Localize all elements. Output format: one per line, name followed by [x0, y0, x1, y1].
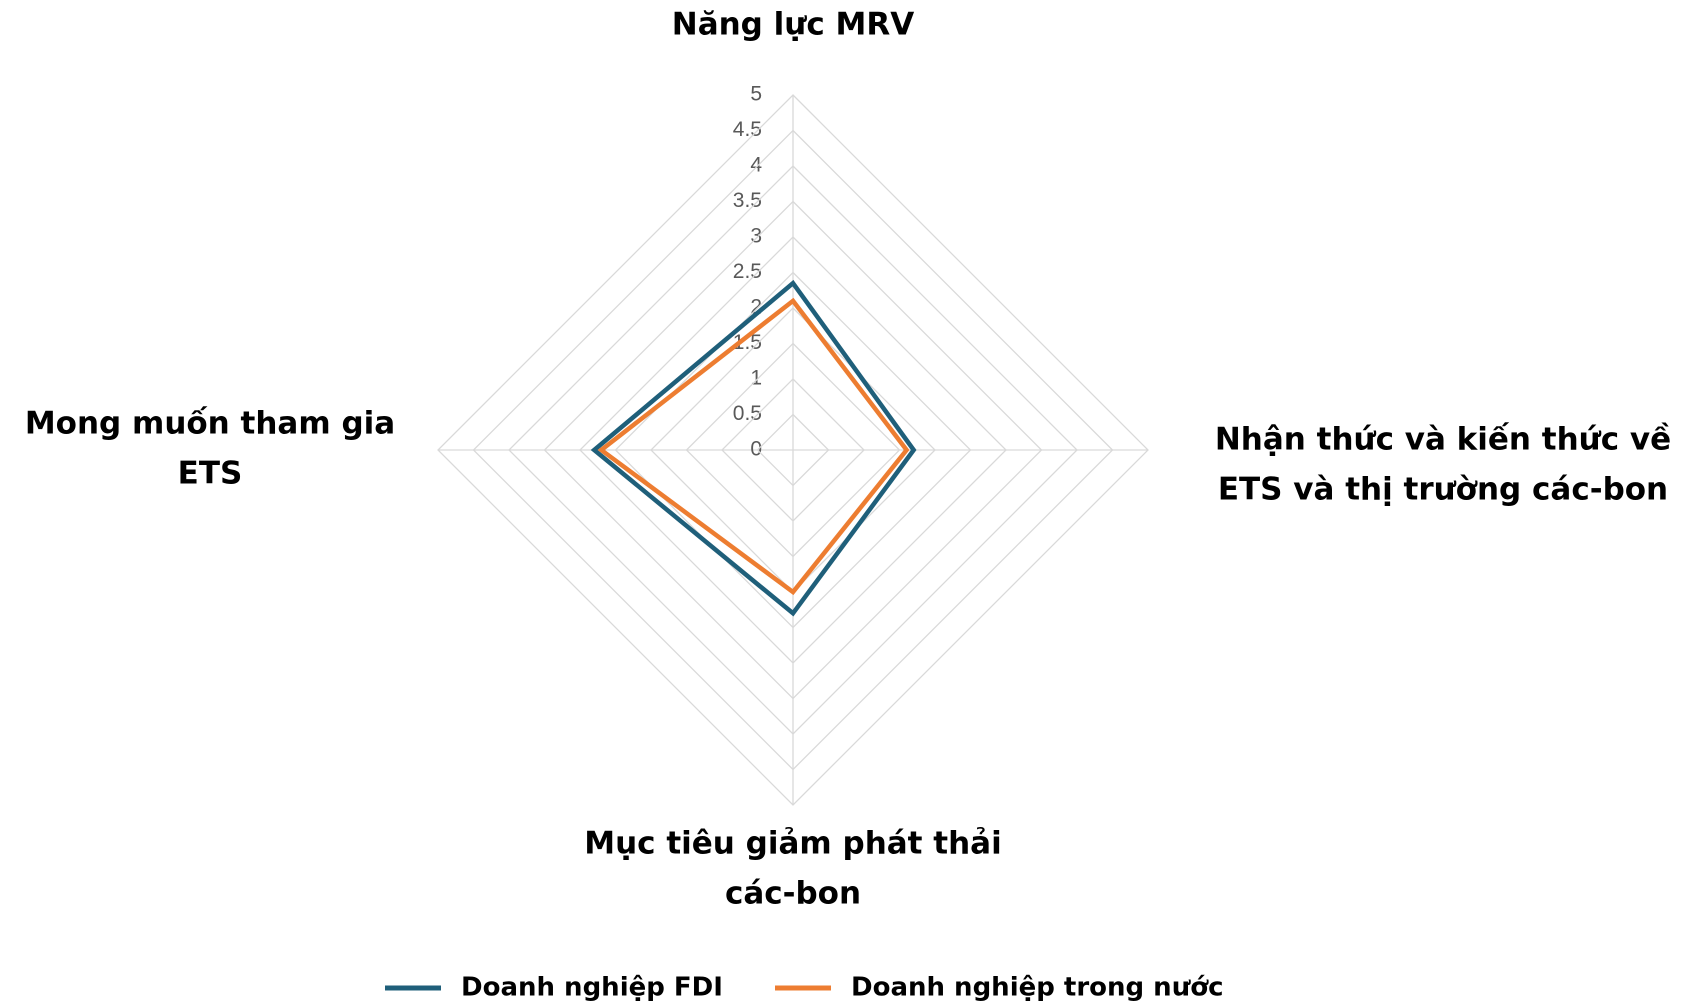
grid-ring: [721, 378, 865, 522]
category-label: Mục tiêu giảm phát thải: [584, 826, 1001, 862]
chart-title: Năng lực MRV: [672, 7, 915, 43]
category-label: ETS và thị trường các-bon: [1218, 472, 1668, 508]
r-tick-label: 5: [750, 83, 762, 106]
legend-label: Doanh nghiệp trong nước: [851, 973, 1223, 1003]
series-line: [597, 297, 910, 596]
r-tick-label: 0: [750, 438, 762, 461]
grid-ring: [756, 413, 830, 487]
r-tick-label: 2: [750, 296, 762, 319]
r-tick-label: 4.5: [733, 118, 762, 141]
grid-ring: [579, 236, 1007, 664]
category-label: Mong muốn tham gia: [25, 406, 395, 442]
r-tick-label: 3: [750, 225, 762, 248]
r-tick-label: 2.5: [733, 260, 762, 283]
legend-label: Doanh nghiệp FDI: [461, 973, 723, 1003]
grid-ring: [543, 200, 1043, 700]
r-tick-label: 3.5: [733, 189, 762, 212]
grid-ring: [472, 129, 1114, 771]
grid-ring: [685, 342, 901, 558]
r-tick-label: 4: [750, 154, 762, 177]
r-tick-label: 1.5: [733, 331, 762, 354]
r-tick-label: 1: [750, 367, 762, 390]
grid-ring: [508, 165, 1078, 735]
r-tick-label: 0.5: [733, 402, 762, 425]
category-label: Nhận thức và kiến thức về: [1215, 422, 1671, 458]
category-label: ETS: [178, 456, 243, 492]
category-label: các-bon: [725, 876, 861, 912]
series-line: [590, 279, 917, 617]
grid-ring: [437, 94, 1149, 806]
